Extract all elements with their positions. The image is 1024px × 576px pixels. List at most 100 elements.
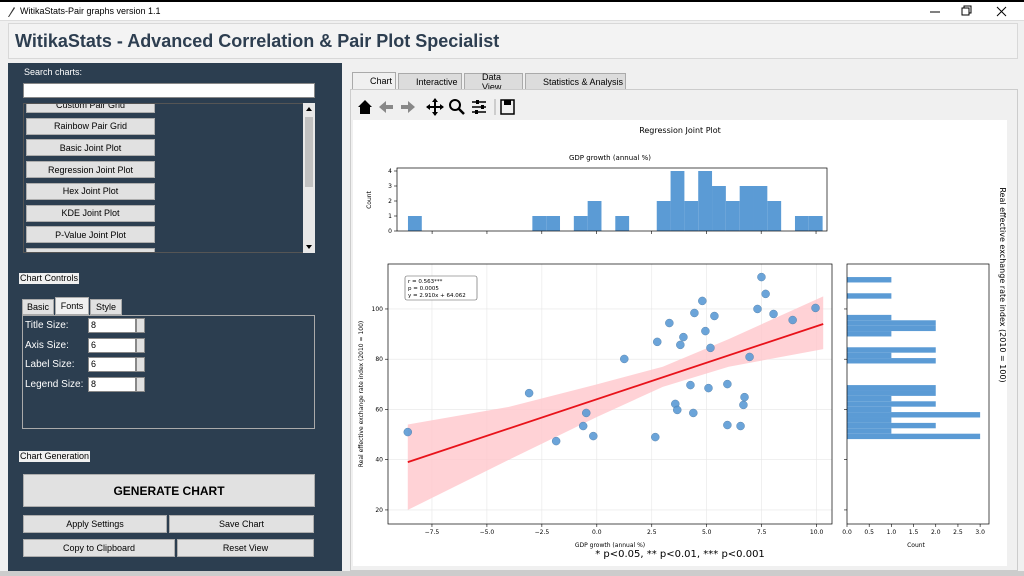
right-hist-bar xyxy=(847,325,936,332)
controls-label: Chart Controls xyxy=(19,273,80,284)
scatter-point xyxy=(676,340,685,350)
scatter-point xyxy=(757,272,766,282)
search-input[interactable] xyxy=(23,83,315,98)
top-hist-bar xyxy=(573,216,588,231)
spin-input[interactable]: 6 xyxy=(88,357,136,372)
right-hist-x-tick-label: 3.0 xyxy=(975,529,985,536)
scatter-point xyxy=(589,431,598,441)
main-axes xyxy=(387,263,833,525)
scatter-point xyxy=(578,421,588,431)
right-hist-bar xyxy=(847,314,892,321)
scatter-point xyxy=(811,303,820,313)
right-hist-x-tick-label: 2.0 xyxy=(931,529,941,536)
y-tick-label: 40 xyxy=(375,457,383,464)
right-hist-x-label: Count xyxy=(907,542,925,549)
header: WitikaStats - Advanced Correlation & Pai… xyxy=(8,23,1018,59)
spin-input[interactable]: 8 xyxy=(88,318,136,333)
spin-buttons[interactable] xyxy=(136,318,145,333)
chart-list-item[interactable]: KDE Joint Plot xyxy=(26,204,155,222)
chart-list-item[interactable]: Custom Pair Grid xyxy=(26,104,155,113)
annotation-box xyxy=(404,275,478,301)
chart-list-item[interactable]: Hex Joint Plot xyxy=(26,182,155,200)
top-hist-title: GDP growth (annual %) xyxy=(569,154,651,162)
top-hist-y-tick-label: 4 xyxy=(388,168,392,175)
main-tab[interactable]: Interactive xyxy=(398,73,462,90)
scatter-point xyxy=(651,432,660,442)
scatter-point xyxy=(706,343,715,353)
action-button[interactable]: Save Chart xyxy=(169,515,314,533)
main-tab[interactable]: Data View xyxy=(464,72,523,92)
top-hist-bar xyxy=(808,216,823,231)
right-hist-bar xyxy=(847,385,936,391)
window-title: WitikaStats-Pair graphs version 1.1 xyxy=(20,6,161,16)
spin-buttons[interactable] xyxy=(136,376,145,392)
generate-button[interactable]: GENERATE CHART xyxy=(23,474,315,507)
scatter-point xyxy=(698,296,707,306)
generation-label: Chart Generation xyxy=(19,451,91,462)
scroll-thumb[interactable] xyxy=(305,117,313,187)
chart-list-item[interactable]: Basic Joint Plot xyxy=(26,139,155,157)
top-hist-bar xyxy=(656,201,671,231)
x-axis-label: GDP growth (annual %) xyxy=(575,542,645,549)
x-tick-label: 0.0 xyxy=(592,529,602,536)
chart-list-item[interactable]: Regression Joint Plot xyxy=(26,161,155,179)
action-button[interactable]: Apply Settings xyxy=(23,515,167,533)
x-tick-label: 10.0 xyxy=(810,529,824,536)
toolbar[interactable] xyxy=(355,96,525,118)
scatter-point xyxy=(704,383,713,393)
scrollbar[interactable] xyxy=(303,103,315,253)
scatter-point xyxy=(740,392,749,402)
y-axis-label: Real effective exchange rate index (2010… xyxy=(358,321,365,468)
fonts-panel: Title Size: 8 Axis Size: 6 Label Size: 6 Legen… xyxy=(22,315,315,429)
search-label: Search charts: xyxy=(24,67,83,77)
scroll-arrows xyxy=(306,107,312,249)
right-hist-bar xyxy=(847,406,892,413)
right-hist-axes xyxy=(846,263,990,525)
action-button[interactable]: Copy to Clipboard xyxy=(23,539,175,557)
right-hist-bar xyxy=(847,417,892,423)
y-tick-label: 20 xyxy=(375,507,383,514)
top-hist-bar xyxy=(546,216,561,231)
sidebar: Search charts: Custom Pair Grid Rainbow P… xyxy=(8,63,342,571)
scatter-point xyxy=(524,388,534,398)
control-tab[interactable]: Fonts xyxy=(55,297,89,315)
main-tab[interactable]: Chart xyxy=(352,72,396,90)
control-tab[interactable]: Style xyxy=(90,299,122,315)
app-icon xyxy=(8,7,15,17)
main-tab[interactable]: Statistics & Analysis xyxy=(525,73,626,90)
top-hist-bar xyxy=(712,186,726,231)
window-controls[interactable] xyxy=(920,2,1024,21)
top-hist-y-tick-label: 2 xyxy=(388,198,392,205)
title-bar: WitikaStats-Pair graphs version 1.1 xyxy=(0,2,1024,21)
scatter-point xyxy=(701,326,710,336)
field-label: Label Size: xyxy=(25,359,75,370)
right-hist-y-label: Real effective exchange rate index (2010… xyxy=(998,187,1007,382)
y-tick-label: 100 xyxy=(372,306,384,313)
right-hist-x-tick-label: 1.0 xyxy=(887,529,897,536)
spin-input[interactable]: 6 xyxy=(88,337,136,353)
spin-input[interactable]: 8 xyxy=(88,376,136,392)
footnote: * p<0.05, ** p<0.01, *** p<0.001 xyxy=(595,549,765,560)
scatter-point xyxy=(689,408,698,418)
field-label: Title Size: xyxy=(25,320,69,331)
chart-list-item[interactable]: Residual Joint Plot xyxy=(26,247,155,252)
scatter-point xyxy=(723,379,732,389)
right-hist-x-tick-label: 2.5 xyxy=(953,529,963,536)
right-hist-x-tick-label: 0.5 xyxy=(864,529,874,536)
scatter-point xyxy=(679,332,688,342)
action-button[interactable]: Reset View xyxy=(177,539,314,557)
chart-list-item[interactable]: P-Value Joint Plot xyxy=(26,226,155,244)
chart-title: Regression Joint Plot xyxy=(639,126,721,135)
main-tabs: Chart Interactive Data View Statistics & An… xyxy=(352,72,652,92)
control-tab[interactable]: Basic xyxy=(22,299,54,315)
right-hist-x-tick-label: 1.5 xyxy=(909,529,919,536)
x-tick-label: −5.0 xyxy=(480,529,495,536)
right-hist-bar xyxy=(847,277,892,283)
confidence-band xyxy=(407,296,824,510)
scatter-point xyxy=(620,354,629,364)
top-hist-y-tick-label: 1 xyxy=(388,213,392,220)
spin-buttons[interactable] xyxy=(136,357,145,372)
spin-buttons[interactable] xyxy=(136,337,145,353)
chart-list-item[interactable]: Rainbow Pair Grid xyxy=(26,117,155,135)
regression-line xyxy=(407,323,824,463)
